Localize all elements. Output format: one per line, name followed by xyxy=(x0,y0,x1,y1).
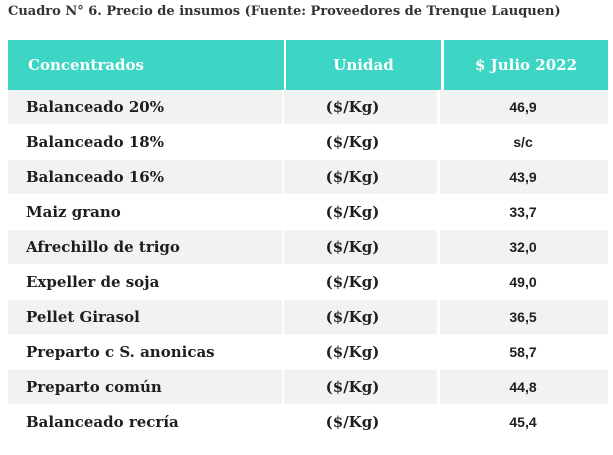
header-precio: $ Julio 2022 xyxy=(444,40,608,90)
cell-precio: 43,9 xyxy=(509,169,537,185)
cell-precio: 46,9 xyxy=(509,99,537,115)
table-row: Preparto común ($/Kg) 44,8 xyxy=(8,370,608,405)
table-row: Balanceado recría ($/Kg) 45,4 xyxy=(8,405,608,440)
header-unidad: Unidad xyxy=(286,40,441,90)
cell-precio: 32,0 xyxy=(509,239,537,255)
cell-unidad: ($/Kg) xyxy=(284,160,440,194)
cell-precio: 44,8 xyxy=(509,379,537,395)
cell-concentrado: Afrechillo de trigo xyxy=(8,230,284,264)
table-row: Expeller de soja ($/Kg) 49,0 xyxy=(8,265,608,300)
cell-unidad: ($/Kg) xyxy=(284,125,440,159)
cell-precio: 45,4 xyxy=(509,414,537,430)
table-row: Balanceado 16% ($/Kg) 43,9 xyxy=(8,160,608,195)
cell-concentrado: Preparto c S. anonicas xyxy=(8,335,284,369)
header-concentrados: Concentrados xyxy=(8,40,284,90)
cell-precio: 49,0 xyxy=(509,274,537,290)
cell-unidad: ($/Kg) xyxy=(284,230,440,264)
cell-unidad: ($/Kg) xyxy=(284,405,440,439)
cell-precio: 36,5 xyxy=(509,309,537,325)
cell-unidad: ($/Kg) xyxy=(284,300,440,334)
table-row: Balanceado 18% ($/Kg) s/c xyxy=(8,125,608,160)
table-row: Pellet Girasol ($/Kg) 36,5 xyxy=(8,300,608,335)
table-header: Concentrados Unidad $ Julio 2022 xyxy=(8,40,608,90)
cell-concentrado: Balanceado 20% xyxy=(8,90,284,124)
table-row: Preparto c S. anonicas ($/Kg) 58,7 xyxy=(8,335,608,370)
table-row: Afrechillo de trigo ($/Kg) 32,0 xyxy=(8,230,608,265)
table-caption: Cuadro N° 6. Precio de insumos (Fuente: … xyxy=(8,4,561,19)
table-row: Maiz grano ($/Kg) 33,7 xyxy=(8,195,608,230)
cell-concentrado: Preparto común xyxy=(8,370,284,404)
cell-concentrado: Balanceado recría xyxy=(8,405,284,439)
cell-precio: 33,7 xyxy=(509,204,537,220)
cell-concentrado: Balanceado 16% xyxy=(8,160,284,194)
cell-concentrado: Maiz grano xyxy=(8,195,284,229)
cell-unidad: ($/Kg) xyxy=(284,90,440,124)
cell-unidad: ($/Kg) xyxy=(284,335,440,369)
cell-unidad: ($/Kg) xyxy=(284,265,440,299)
cell-unidad: ($/Kg) xyxy=(284,195,440,229)
table-row: Balanceado 20% ($/Kg) 46,9 xyxy=(8,90,608,125)
cell-concentrado: Pellet Girasol xyxy=(8,300,284,334)
cell-precio: 58,7 xyxy=(509,344,537,360)
prices-table: Concentrados Unidad $ Julio 2022 Balance… xyxy=(8,40,608,440)
cell-concentrado: Balanceado 18% xyxy=(8,125,284,159)
cell-concentrado: Expeller de soja xyxy=(8,265,284,299)
cell-unidad: ($/Kg) xyxy=(284,370,440,404)
cell-precio: s/c xyxy=(513,134,533,150)
